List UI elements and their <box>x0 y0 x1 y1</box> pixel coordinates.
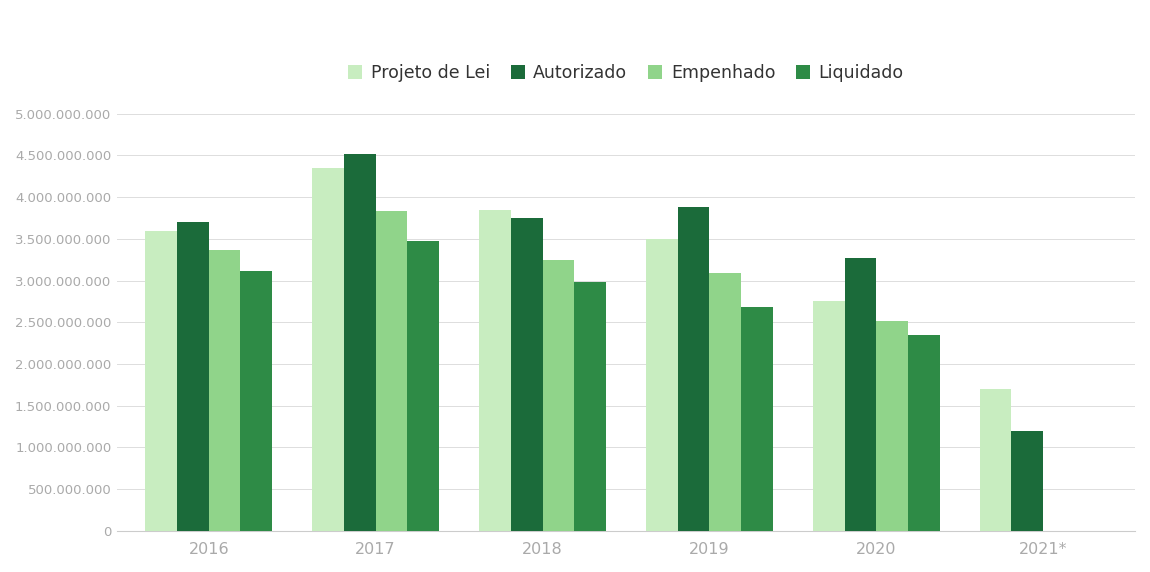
Bar <box>312 168 344 531</box>
Bar <box>511 218 543 531</box>
Bar <box>376 211 407 531</box>
Bar <box>574 282 606 531</box>
Bar <box>177 222 208 531</box>
Bar <box>543 260 574 531</box>
Bar <box>407 241 439 531</box>
Bar <box>908 335 940 531</box>
Bar <box>240 271 273 531</box>
Bar <box>741 307 773 531</box>
Bar <box>876 321 909 531</box>
Bar <box>844 258 876 531</box>
Bar <box>813 301 844 531</box>
Legend: Projeto de Lei, Autorizado, Empenhado, Liquidado: Projeto de Lei, Autorizado, Empenhado, L… <box>348 64 904 82</box>
Bar <box>480 210 511 531</box>
Bar <box>145 231 177 531</box>
Bar <box>1012 431 1043 531</box>
Bar <box>710 273 741 531</box>
Bar <box>980 389 1012 531</box>
Bar <box>344 154 376 531</box>
Bar <box>646 239 677 531</box>
Bar <box>677 207 710 531</box>
Bar <box>208 250 240 531</box>
